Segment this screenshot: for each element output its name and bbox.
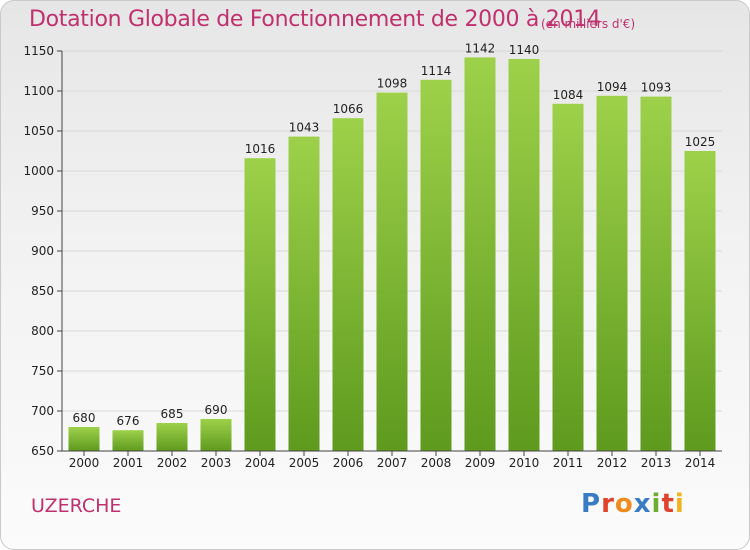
y-tick-label: 950 [31,204,54,218]
x-tick-label-2003: 2003 [201,456,232,470]
chart-unit: (en milliers d'€) [541,17,636,31]
proxiti-logo: Proxiti [581,489,685,519]
value-label-2014: 1025 [685,135,716,149]
bars: 680 676 685 690 1016 1043 1066 1098 1114 1142 1140… [68,41,716,452]
x-tick-label-2005: 2005 [289,456,320,470]
x-tick-label-2004: 2004 [245,456,276,470]
x-tick-label-2008: 2008 [421,456,452,470]
bar-2008 [420,79,452,452]
x-tick-label-2014: 2014 [685,456,716,470]
y-tick-label: 900 [31,244,54,258]
value-label-2013: 1093 [641,81,672,95]
bar-2006 [332,118,364,451]
x-tick-label-2007: 2007 [377,456,408,470]
value-label-2000: 680 [73,411,96,425]
value-label-2003: 690 [205,403,228,417]
value-label-2001: 676 [117,414,140,428]
bar-2013 [640,96,672,451]
x-tick-label-2010: 2010 [509,456,540,470]
bar-2002 [156,423,188,451]
commune-name: UZERCHE [31,495,122,517]
value-label-2006: 1066 [333,102,364,116]
value-label-2011: 1084 [553,88,584,102]
y-tick-label: 750 [31,364,54,378]
value-label-2010: 1140 [509,43,540,57]
bar-2012 [596,95,628,452]
x-tick-label-2006: 2006 [333,456,364,470]
value-label-2002: 685 [161,407,184,421]
value-label-2009: 1142 [465,41,496,55]
bar-2010 [508,59,540,451]
y-tick-label: 1050 [23,124,54,138]
bar-2003 [200,419,232,451]
x-tick-label-2009: 2009 [465,456,496,470]
y-tick-label: 1000 [23,164,54,178]
bar-2011 [552,103,584,452]
x-tick-label-2013: 2013 [641,456,672,470]
x-tick-label-2000: 2000 [69,456,100,470]
x-tick-label-2012: 2012 [597,456,628,470]
bar-2000 [68,427,100,451]
chart-title: Dotation Globale de Fonctionnement de 20… [29,7,601,32]
y-tick-label: 850 [31,284,54,298]
y-tick-label: 700 [31,404,54,418]
axes: 650 700 750 800 850 900 950 1000 1050 1100 1150 200… [23,44,722,470]
x-tick-label-2011: 2011 [553,456,584,470]
value-label-2012: 1094 [597,80,628,94]
bar-2009 [464,57,496,452]
y-tick-label: 1100 [23,84,54,98]
bar-2014 [684,151,716,451]
y-tick-label: 1150 [23,44,54,58]
bar-2001 [112,430,144,451]
value-label-2004: 1016 [245,142,276,156]
bar-2005 [288,136,320,451]
y-tick-label: 650 [31,444,54,458]
bar-2004 [244,158,276,451]
y-tick-label: 800 [31,324,54,338]
x-tick-label-2001: 2001 [113,456,144,470]
bar-2007 [376,92,408,451]
value-label-2007: 1098 [377,77,408,91]
x-tick-label-2002: 2002 [157,456,188,470]
value-label-2008: 1114 [421,64,452,78]
value-label-2005: 1043 [289,121,320,135]
